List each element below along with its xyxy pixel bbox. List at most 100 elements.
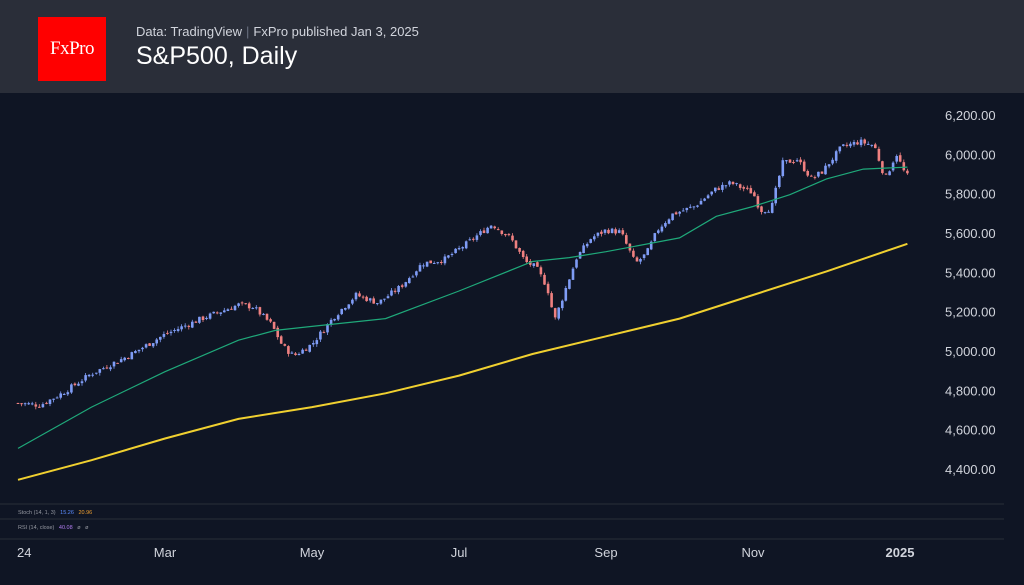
candle <box>692 206 696 210</box>
rsi-label: RSI (14, close) 40.08 ø ø <box>18 525 89 531</box>
candle <box>553 307 557 320</box>
candle <box>91 372 94 378</box>
candle <box>464 240 468 250</box>
candle <box>73 382 77 387</box>
candle <box>287 345 290 357</box>
candle <box>906 168 909 175</box>
candle <box>710 191 713 197</box>
candle <box>657 228 660 235</box>
ma-fast-line <box>17 166 908 449</box>
candle <box>198 316 201 324</box>
candle <box>411 274 415 278</box>
candle <box>66 390 70 396</box>
candle <box>148 343 151 346</box>
stoch-pane: Stoch (14, 1, 3) 15.26 20.96 <box>0 503 1004 516</box>
candle <box>518 247 521 254</box>
candle <box>763 211 767 215</box>
candle <box>635 256 639 262</box>
candle <box>162 331 166 339</box>
candle <box>596 232 600 238</box>
candle <box>891 161 895 172</box>
candle <box>795 158 799 162</box>
chart-title: S&P500, Daily <box>136 42 298 70</box>
candle <box>45 401 48 405</box>
candle <box>646 247 649 256</box>
candle <box>898 152 902 163</box>
candle <box>432 261 436 264</box>
candle <box>788 159 792 163</box>
candle <box>258 306 262 317</box>
candle <box>134 349 137 354</box>
candle <box>52 398 55 403</box>
candle <box>208 312 212 320</box>
candle <box>354 291 358 302</box>
candle <box>475 233 479 242</box>
candle <box>379 299 383 305</box>
candle <box>767 209 770 213</box>
candle <box>742 185 745 192</box>
candle <box>226 308 230 312</box>
candle <box>457 245 461 251</box>
candle <box>824 163 827 175</box>
y-tick-label: 4,400.00 <box>945 462 996 477</box>
candle <box>888 170 891 176</box>
candle <box>532 263 536 268</box>
candle <box>38 404 41 408</box>
candle <box>845 142 849 148</box>
candle <box>450 252 454 257</box>
candle <box>550 291 553 308</box>
x-tick-label: Nov <box>741 545 765 560</box>
candle <box>703 197 706 202</box>
candle <box>667 218 671 225</box>
candle <box>653 232 657 242</box>
candle <box>834 149 838 164</box>
candlestick-series <box>16 137 909 410</box>
candle <box>244 303 247 305</box>
candle <box>489 225 493 229</box>
candle <box>614 227 617 236</box>
candle <box>454 248 457 254</box>
rsi-pane: RSI (14, close) 40.08 ø ø <box>0 518 1004 540</box>
candle <box>678 211 681 217</box>
candle <box>59 391 62 400</box>
candle <box>639 257 642 265</box>
candle <box>539 265 543 277</box>
candle <box>240 301 244 306</box>
candle <box>877 146 881 162</box>
candle <box>251 307 255 310</box>
candle <box>802 159 806 172</box>
candle <box>578 251 582 259</box>
candle <box>351 298 354 306</box>
candle <box>617 228 621 234</box>
candle <box>514 240 518 249</box>
candle <box>525 254 528 264</box>
candle <box>155 338 158 346</box>
candle <box>902 159 906 172</box>
candle <box>746 185 749 191</box>
candle <box>859 137 863 148</box>
candle <box>504 233 507 237</box>
candle <box>649 240 653 251</box>
candle <box>383 298 386 302</box>
candle <box>127 357 130 360</box>
candle <box>621 228 625 236</box>
candle <box>482 227 486 234</box>
candle <box>34 401 38 410</box>
x-tick-label: May <box>300 545 325 560</box>
candle <box>269 317 272 323</box>
candle <box>279 335 283 344</box>
candle <box>393 288 397 294</box>
candle <box>511 233 514 242</box>
candle <box>731 181 735 186</box>
candle <box>500 230 504 236</box>
candle <box>589 238 592 244</box>
candle <box>681 208 685 212</box>
y-tick-label: 5,800.00 <box>945 187 996 202</box>
candle <box>322 330 326 334</box>
candle <box>874 142 877 149</box>
candle <box>429 260 432 264</box>
candle <box>141 346 144 352</box>
x-axis: 24 Mar May Jul Sep Nov 2025 <box>17 545 914 560</box>
data-source-label: Data: TradingView <box>136 24 242 39</box>
x-tick-label: Mar <box>154 545 177 560</box>
